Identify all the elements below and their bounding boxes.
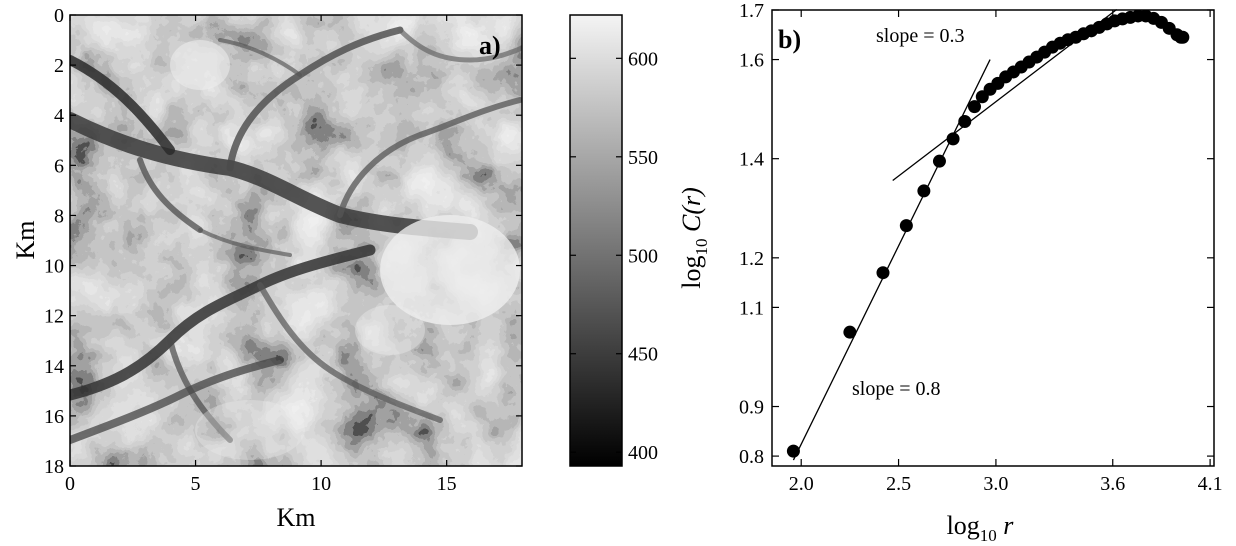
data-point: [876, 266, 890, 280]
panel-a-x-ticks: 0 5 10 15: [65, 15, 457, 495]
panel-b-x-tick-label: 4.1: [1198, 473, 1223, 495]
panel-a-y-tick-label: 4: [54, 105, 64, 127]
data-point: [786, 444, 800, 458]
panel-a-x-tick-label: 15: [437, 473, 457, 495]
panel-a-label: a): [479, 31, 501, 60]
panel-a-y-tick-label: 18: [44, 456, 64, 478]
panel-b-y-tick-label: 1.1: [739, 297, 764, 319]
data-point: [1176, 30, 1190, 44]
panel-b-x-tick-label: 3.0: [983, 473, 1008, 495]
panel-a-y-tick-label: 14: [44, 356, 64, 378]
colorbar-tick-label: 500: [628, 245, 658, 267]
panel-b-y-tick-label: 1.7: [739, 0, 764, 22]
panel-b-y-tick-label: 1.2: [739, 248, 764, 270]
panel-a-y-tick-label: 2: [54, 55, 64, 77]
panel-b-y-tick-label: 1.6: [739, 50, 764, 72]
panel-b-label: b): [778, 25, 801, 54]
colorbar-gradient: [569, 14, 623, 467]
data-point: [968, 100, 982, 114]
fit-line-slope-0-8: [792, 59, 991, 461]
panel-a-y-tick-label: 8: [54, 205, 64, 227]
panel-b-x-axis-label: log10 r: [947, 511, 1015, 545]
panel-a-y-ticks: 0 2 4 6 8 10 12 14 16 18: [44, 5, 522, 478]
panel-b-x-tick-label: 2.5: [886, 473, 911, 495]
plateaus: [170, 40, 520, 460]
data-point: [899, 219, 913, 233]
panel-b-y-axis-label: log10 C(r): [677, 187, 711, 289]
panel-b-y-tick-label: 1.4: [739, 149, 764, 171]
panel-a-y-tick-label: 10: [44, 256, 64, 278]
data-point: [946, 132, 960, 146]
panel-b-frame: [771, 9, 1215, 467]
panel-a-y-tick-label: 6: [54, 155, 64, 177]
panel-b: 2.0 2.5 3.0 3.6 4.1 0.8 0.9 1.1 1.2 1.4 1.6 1.7 b)…: [677, 0, 1223, 545]
colorbar-tick-label: 550: [628, 147, 658, 169]
data-point: [843, 325, 857, 339]
panel-a-x-tick-label: 5: [191, 473, 201, 495]
panel-b-y-tick-label: 0.8: [739, 446, 764, 468]
panel-a: a) 0 5 10 15 0 2 4 6 8 10 12 14 16 18 Km Km: [11, 5, 523, 532]
panel-b-y-ticks: 0.8 0.9 1.1 1.2 1.4 1.6 1.7: [739, 0, 1214, 468]
panel-a-y-axis-label: Km: [11, 221, 40, 260]
panel-a-frame: [69, 14, 523, 467]
colorbar-tick-label: 400: [628, 442, 658, 464]
colorbar-ticks: 400 450 500 550 600: [570, 48, 658, 464]
slope-annotation-upper: slope = 0.3: [876, 25, 965, 47]
panel-a-y-tick-label: 16: [44, 406, 64, 428]
panel-b-x-ticks: 2.0 2.5 3.0 3.6 4.1: [789, 10, 1223, 495]
slope-annotation-lower: slope = 0.8: [852, 378, 941, 400]
colorbar-tick-label: 450: [628, 344, 658, 366]
panel-a-x-tick-label: 0: [65, 473, 75, 495]
panel-a-y-tick-label: 12: [44, 306, 64, 328]
panel-a-y-tick-label: 0: [54, 5, 64, 27]
panel-a-x-axis-label: Km: [277, 503, 316, 532]
colorbar: 400 450 500 550 600: [569, 14, 658, 467]
data-points: [786, 9, 1190, 458]
panel-b-y-tick-label: 0.9: [739, 397, 764, 419]
colorbar-tick-label: 600: [628, 48, 658, 70]
data-point: [932, 154, 946, 168]
fit-lines: [792, 8, 1118, 461]
panel-b-x-tick-label: 3.6: [1100, 473, 1125, 495]
panel-b-x-tick-label: 2.0: [789, 473, 814, 495]
valley-network: [70, 26, 522, 444]
data-point: [958, 115, 972, 129]
panel-a-x-tick-label: 10: [311, 473, 331, 495]
data-point: [917, 184, 931, 198]
